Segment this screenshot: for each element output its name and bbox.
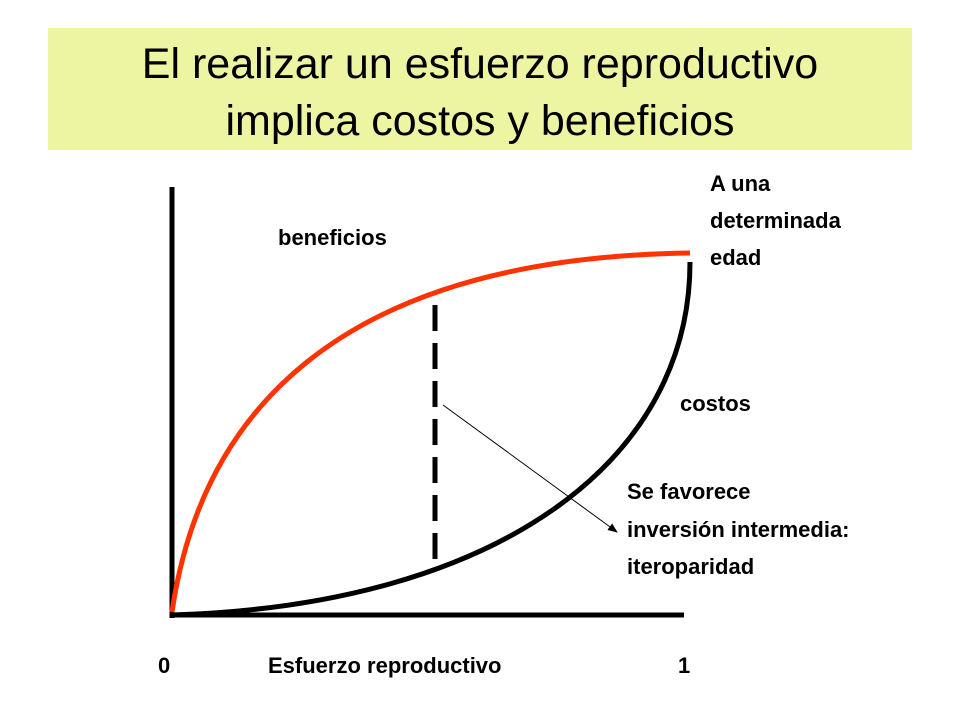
label: beneficios <box>278 225 387 250</box>
axis-label: 0 <box>158 653 170 678</box>
title-line: El realizar un esfuerzo reproductivo <box>142 40 818 88</box>
axis-label: Esfuerzo reproductivo <box>268 653 501 678</box>
title-line: implica costos y beneficios <box>225 97 734 145</box>
benefit-curve <box>169 250 691 613</box>
label: inversión intermedia: <box>627 517 850 542</box>
label: edad <box>710 245 761 270</box>
label: determinada <box>710 208 842 233</box>
label: iteroparidad <box>627 554 754 579</box>
axis-label: 1 <box>678 653 690 678</box>
title-box <box>48 28 912 150</box>
arrow <box>442 404 618 533</box>
label: Se favorece <box>627 479 751 504</box>
label: costos <box>680 391 751 416</box>
cost-curve <box>171 261 693 618</box>
label: A una <box>710 171 771 196</box>
